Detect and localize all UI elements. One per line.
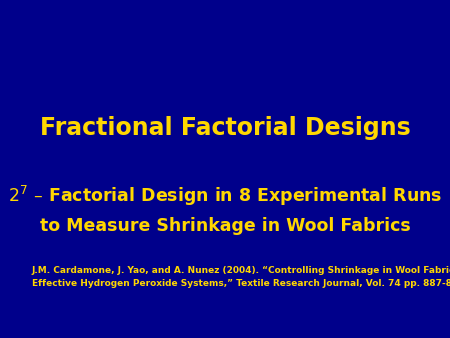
Text: to Measure Shrinkage in Wool Fabrics: to Measure Shrinkage in Wool Fabrics [40,217,410,236]
Text: J.M. Cardamone, J. Yao, and A. Nunez (2004). “Controlling Shrinkage in Wool Fabr: J.M. Cardamone, J. Yao, and A. Nunez (20… [32,266,450,288]
Text: Fractional Factorial Designs: Fractional Factorial Designs [40,116,410,141]
Text: $2^{7}$ – Factorial Design in 8 Experimental Runs: $2^{7}$ – Factorial Design in 8 Experime… [8,184,442,208]
